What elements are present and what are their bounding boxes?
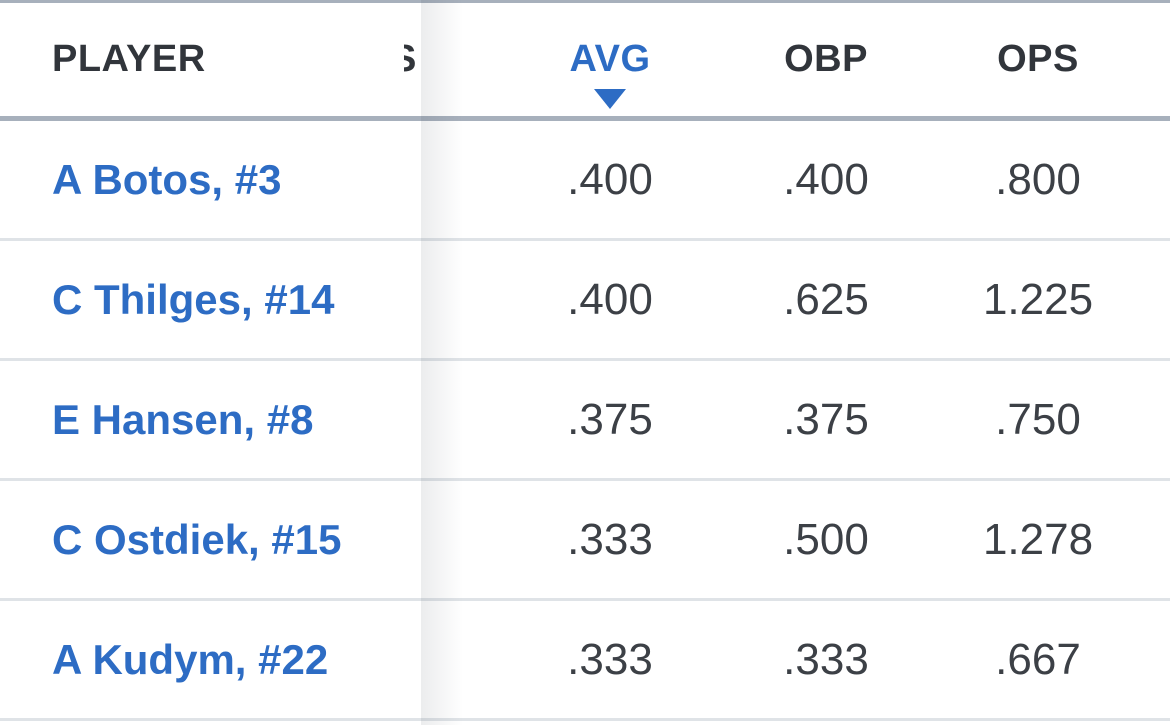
- player-link[interactable]: A Botos, #3: [52, 155, 282, 203]
- table-row: A Botos, #3 .400 .400 .800: [0, 121, 1170, 241]
- cell-obp: .625: [783, 274, 869, 324]
- sort-descending-icon: [594, 89, 626, 109]
- column-header-avg[interactable]: AVG: [470, 3, 750, 116]
- table-header-row: PLAYER S AVG OBP OPS: [0, 0, 1170, 121]
- cell-avg: .333: [567, 634, 653, 684]
- cell-avg: .400: [567, 274, 653, 324]
- cell-obp: .500: [783, 514, 869, 564]
- table-row: E Hansen, #8 .375 .375 .750: [0, 361, 1170, 481]
- player-link[interactable]: C Ostdiek, #15: [52, 515, 342, 563]
- column-header-player[interactable]: PLAYER: [52, 38, 206, 80]
- cell-avg: .333: [567, 514, 653, 564]
- column-header-obp[interactable]: OBP: [784, 38, 868, 80]
- cell-avg: .375: [567, 394, 653, 444]
- cell-obp: .400: [783, 154, 869, 204]
- cell-avg: .400: [567, 154, 653, 204]
- player-link[interactable]: C Thilges, #14: [52, 275, 335, 323]
- cell-ops: .800: [995, 154, 1081, 204]
- column-header-ops[interactable]: OPS: [997, 38, 1079, 80]
- player-link[interactable]: A Kudym, #22: [52, 635, 329, 683]
- cell-obp: .333: [783, 634, 869, 684]
- table-row: C Ostdiek, #15 .333 .500 1.278: [0, 481, 1170, 601]
- table-body: A Botos, #3 .400 .400 .800 C Thilges, #14 .40…: [0, 121, 1170, 721]
- clipped-column-header: S: [404, 3, 423, 116]
- table-row: A Kudym, #22 .333 .333 .667: [0, 601, 1170, 721]
- cell-ops: 1.225: [982, 274, 1094, 324]
- column-header-avg-label: AVG: [569, 38, 651, 80]
- cell-obp: .375: [783, 394, 869, 444]
- cell-ops: 1.278: [982, 514, 1094, 564]
- cell-ops: .750: [995, 394, 1081, 444]
- player-link[interactable]: E Hansen, #8: [52, 395, 314, 443]
- table-row: C Thilges, #14 .400 .625 1.225: [0, 241, 1170, 361]
- cell-ops: .667: [995, 634, 1081, 684]
